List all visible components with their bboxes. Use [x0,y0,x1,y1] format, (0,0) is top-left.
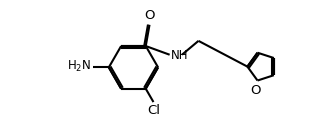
Text: O: O [144,9,155,22]
Text: O: O [251,84,261,97]
Text: Cl: Cl [147,104,160,117]
Text: H$_2$N: H$_2$N [67,59,91,74]
Text: NH: NH [170,49,188,62]
